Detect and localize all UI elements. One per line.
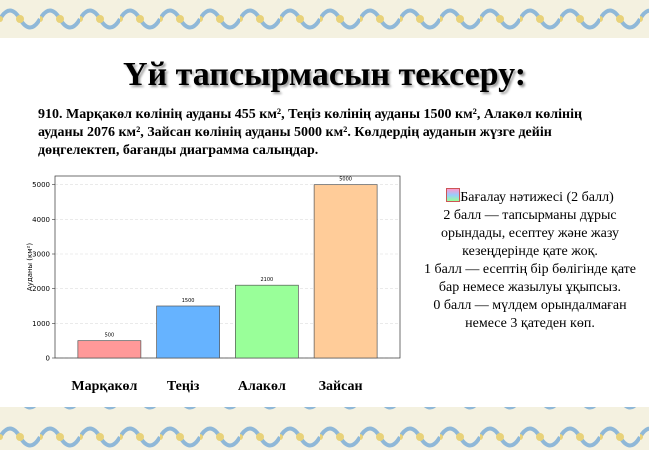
value-label: 2100 xyxy=(261,277,274,283)
bar xyxy=(313,184,378,359)
y-tick-label: 5000 xyxy=(32,181,50,189)
assessment-item: 2 балл — тапсырманы дұрыс орындады, есеп… xyxy=(440,208,620,259)
assessment-heading: Бағалау нәтижесі (2 балл) xyxy=(420,188,640,207)
y-tick-label: 4000 xyxy=(32,216,50,224)
y-axis-label: Ауданы (км²) xyxy=(26,243,34,291)
bar xyxy=(77,340,142,359)
bar xyxy=(156,305,220,359)
y-tick-label: 0 xyxy=(46,355,50,363)
assessment: Бағалау нәтижесі (2 балл) 2 балл — тапсы… xyxy=(420,188,640,333)
plot-frame xyxy=(54,175,401,359)
y-tick-label: 1000 xyxy=(32,320,50,328)
chart: 0 1000 2000 3000 4000 5000 Ауданы (км²) Марқакө… xyxy=(26,175,401,394)
heading-text: Бағалау нәтижесі (2 балл) xyxy=(460,190,614,205)
assessment-item: 0 балл — мүлдем орындалмаған немесе 3 қа… xyxy=(433,298,627,331)
value-label: 1500 xyxy=(182,298,195,304)
x-tick-label: Теңіз xyxy=(167,379,200,394)
x-tick-label: Марқакөл xyxy=(71,379,137,394)
x-tick-label: Зайсан xyxy=(319,379,363,394)
title: Үй тапсырмасын тексеру: xyxy=(122,56,527,93)
value-label: 500 xyxy=(105,333,115,339)
x-tick-label: Алакөл xyxy=(238,379,286,394)
y-tick-label: 3000 xyxy=(32,251,50,259)
bar xyxy=(235,284,299,359)
y-tick-label: 2000 xyxy=(32,285,50,293)
assessment-item: 1 балл — есептің бір бөлігінде қате бар … xyxy=(423,262,637,295)
value-label: 5000 xyxy=(339,177,352,183)
task-text: 910. Марқакөл көлінің ауданы 455 км², Те… xyxy=(38,107,583,158)
top-ornament xyxy=(0,0,649,38)
bottom-ornament xyxy=(0,407,649,450)
icon xyxy=(446,188,461,202)
